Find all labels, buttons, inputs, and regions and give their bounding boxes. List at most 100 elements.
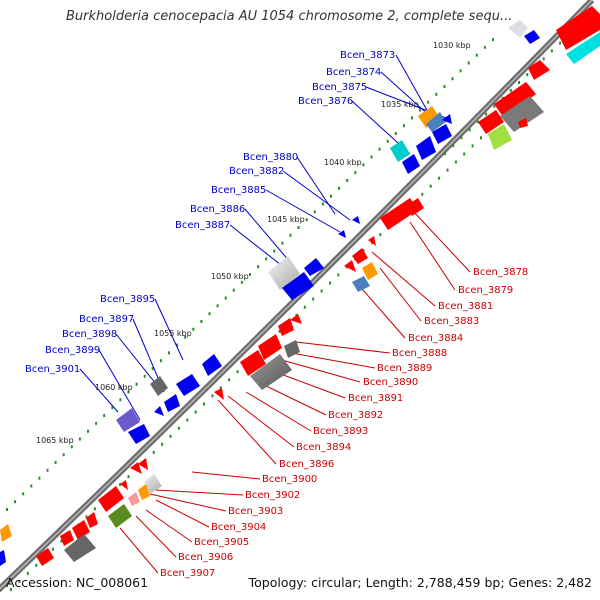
- gene-feature: [518, 118, 528, 128]
- gene-label: Bcen_3888: [392, 348, 447, 359]
- tick-dot: [60, 539, 63, 543]
- tick-dot: [337, 273, 340, 277]
- tick-dot: [321, 202, 324, 206]
- tick-dot: [46, 468, 49, 472]
- gene-feature: [130, 462, 142, 474]
- leader-line: [371, 251, 436, 307]
- tick-dot: [54, 461, 57, 464]
- leader-line: [227, 395, 295, 448]
- gene-label: Bcen_3902: [245, 490, 300, 501]
- leader-line: [79, 368, 119, 413]
- tick-dot: [411, 116, 413, 120]
- gene-label: Bcen_3893: [313, 426, 368, 437]
- kbp-marker: 1060 kbp: [95, 383, 133, 392]
- tick-dot: [419, 108, 422, 112]
- tick-dot: [427, 100, 430, 104]
- gene-label: Bcen_3900: [262, 474, 317, 485]
- gene-feature: [528, 60, 550, 80]
- tick-guides: [6, 10, 594, 591]
- tick-dot: [14, 500, 17, 504]
- tick-dot: [542, 57, 545, 61]
- tick-dot: [186, 418, 189, 422]
- gene-feature: [478, 110, 504, 134]
- gene-features: [0, 6, 600, 566]
- gene-feature: [150, 376, 168, 396]
- kbp-marker: 1035 kbp: [381, 100, 419, 109]
- gene-label: Bcen_3881: [438, 301, 493, 312]
- tick-dot: [232, 288, 235, 292]
- tick-dot: [468, 128, 471, 132]
- gene-label: Bcen_3875: [312, 82, 367, 93]
- gene-label: Bcen_3886: [190, 204, 245, 215]
- gene-label: Bcen_3899: [45, 345, 100, 356]
- tick-dot: [454, 160, 457, 164]
- tick-dot: [312, 297, 315, 301]
- tick-dot: [169, 434, 172, 438]
- accession-text: Accession: NC_008061: [6, 575, 149, 590]
- tick-dot: [289, 233, 292, 237]
- tick-dot: [52, 547, 54, 551]
- gene-label: Bcen_3873: [340, 50, 395, 61]
- tick-dot: [313, 210, 316, 214]
- tick-dot: [127, 475, 130, 479]
- gene-feature: [352, 248, 368, 264]
- gene-label: Bcen_3901: [25, 364, 80, 375]
- tick-dot: [329, 281, 331, 285]
- tick-dot: [151, 367, 154, 370]
- gene-feature: [138, 458, 148, 470]
- gene-feature: [98, 486, 124, 512]
- tick-dot: [526, 73, 529, 77]
- leader-line: [261, 383, 327, 416]
- gene-feature: [556, 6, 600, 50]
- gene-label: Bcen_3904: [211, 522, 266, 533]
- gene-feature: [0, 524, 12, 542]
- gene-label: Bcen_3890: [363, 377, 418, 388]
- leader-line: [244, 208, 291, 263]
- leader-line: [119, 527, 159, 574]
- gene-feature: [176, 374, 200, 396]
- gene-feature: [116, 408, 140, 432]
- leader-line: [145, 509, 193, 543]
- tick-dot: [257, 265, 260, 269]
- tick-dot: [394, 132, 397, 135]
- kbp-marker: 1030 kbp: [433, 41, 471, 50]
- gene-feature: [426, 112, 446, 132]
- gene-feature: [214, 388, 224, 400]
- gene-feature: [566, 32, 600, 64]
- leader-line: [409, 221, 456, 291]
- tick-dot: [143, 374, 146, 378]
- gene-feature: [36, 548, 54, 566]
- topology-summary: Topology: circular; Length: 2,788,459 bp…: [248, 575, 592, 590]
- leader-line: [135, 515, 177, 558]
- gene-feature: [240, 350, 266, 376]
- gene-feature: [524, 30, 540, 44]
- tick-dot: [70, 445, 73, 449]
- tick-dot: [471, 144, 474, 148]
- reverse-gene-labels: Bcen_3878 Bcen_3879 Bcen_3881 Bcen_3883 …: [160, 267, 528, 579]
- gene-feature: [138, 484, 150, 500]
- tick-dot: [26, 571, 29, 575]
- leader-line: [285, 351, 376, 369]
- gene-feature: [144, 474, 162, 494]
- tick-dot: [216, 304, 219, 308]
- tick-dot: [208, 312, 211, 316]
- gene-label: Bcen_3874: [326, 67, 381, 78]
- gene-label: Bcen_3889: [377, 363, 432, 374]
- gene-feature: [338, 230, 346, 238]
- gene-label: Bcen_3882: [229, 166, 284, 177]
- tick-dot: [518, 81, 520, 84]
- kbp-marker: 1065 kbp: [36, 436, 74, 445]
- leader-line: [155, 489, 244, 496]
- gene-label: Bcen_3905: [194, 537, 249, 548]
- gene-feature: [390, 140, 410, 162]
- tick-dot: [119, 398, 122, 402]
- tick-dot: [459, 69, 462, 73]
- leader-line: [411, 209, 471, 273]
- tick-dot: [429, 184, 432, 188]
- tick-dot: [6, 508, 8, 511]
- gene-feature: [488, 124, 512, 150]
- tick-dot: [362, 163, 365, 167]
- tick-dot: [273, 249, 276, 253]
- tick-dot: [446, 168, 449, 172]
- tick-dot: [192, 327, 195, 331]
